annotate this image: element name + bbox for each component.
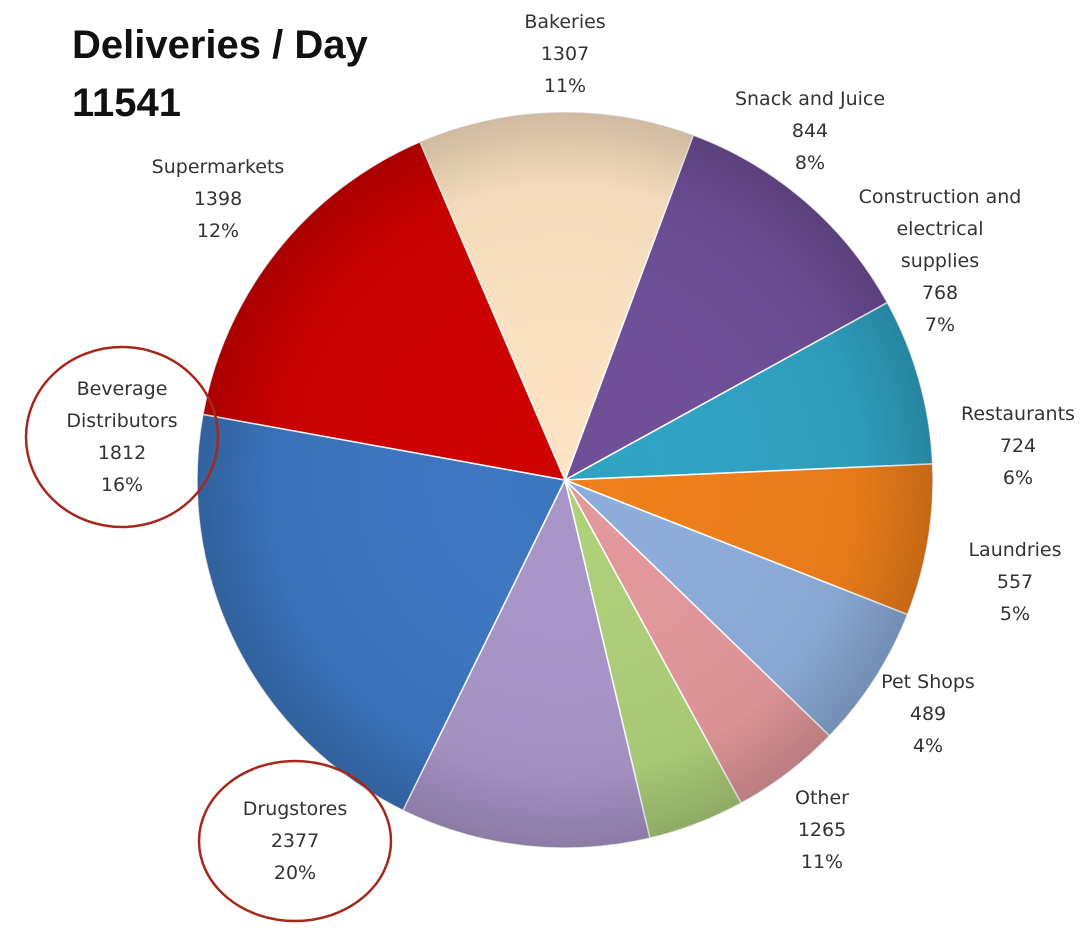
label-line: 5%: [1000, 603, 1030, 625]
chart-title: Deliveries / Day: [72, 23, 368, 67]
label-line: supplies: [901, 250, 979, 272]
label-other: Other 1265 11%: [795, 787, 849, 873]
label-snack-and-juice: Snack and Juice 844 8%: [735, 88, 885, 174]
label-line: 1265: [798, 819, 846, 841]
label-line: 844: [792, 120, 828, 142]
label-line: electrical: [896, 218, 983, 240]
label-line: Snack and Juice: [735, 88, 885, 110]
label-line: 1398: [194, 188, 242, 210]
label-line: 11%: [801, 851, 843, 873]
label-line: Pet Shops: [881, 671, 975, 693]
label-line: Distributors: [66, 410, 177, 432]
label-line: Laundries: [968, 539, 1061, 561]
label-line: 2377: [271, 830, 319, 852]
label-line: 768: [922, 282, 958, 304]
label-line: 489: [910, 703, 946, 725]
label-line: 16%: [101, 474, 143, 496]
label-line: 557: [997, 571, 1033, 593]
highlight-drugstores: [197, 759, 393, 923]
label-bakeries: Bakeries 1307 11%: [524, 11, 605, 97]
highlight-circles: [24, 345, 393, 923]
label-line: 724: [1000, 435, 1036, 457]
chart-total: 11541: [72, 81, 181, 125]
label-line: 11%: [544, 75, 586, 97]
highlight-beverage-distributors: [24, 345, 220, 529]
label-line: Bakeries: [524, 11, 605, 33]
pie-slices: [196, 111, 934, 849]
label-line: Supermarkets: [152, 156, 285, 178]
label-line: 20%: [274, 862, 316, 884]
label-line: Other: [795, 787, 849, 809]
label-restaurants: Restaurants 724 6%: [961, 403, 1075, 489]
label-line: 7%: [925, 314, 955, 336]
label-drugstores: Drugstores 2377 20%: [243, 798, 348, 884]
label-construction-and-electrical-supplies: Construction and electrical supplies 768 7%: [859, 186, 1022, 336]
label-line: Drugstores: [243, 798, 348, 820]
label-line: Beverage: [77, 378, 168, 400]
label-beverage-distributors: Beverage Distributors 1812 16%: [66, 378, 177, 496]
label-line: 6%: [1003, 467, 1033, 489]
label-line: 1307: [541, 43, 589, 65]
label-supermarkets: Supermarkets 1398 12%: [152, 156, 285, 242]
label-line: 4%: [913, 735, 943, 757]
label-line: Restaurants: [961, 403, 1075, 425]
label-line: 8%: [795, 152, 825, 174]
label-line: Construction and: [859, 186, 1022, 208]
label-pet-shops: Pet Shops 489 4%: [881, 671, 975, 757]
label-line: 1812: [98, 442, 146, 464]
label-laundries: Laundries 557 5%: [968, 539, 1061, 625]
label-line: 12%: [197, 220, 239, 242]
slice-labels: Bakeries 1307 11% Snack and Juice 844 8% Const…: [66, 11, 1075, 884]
